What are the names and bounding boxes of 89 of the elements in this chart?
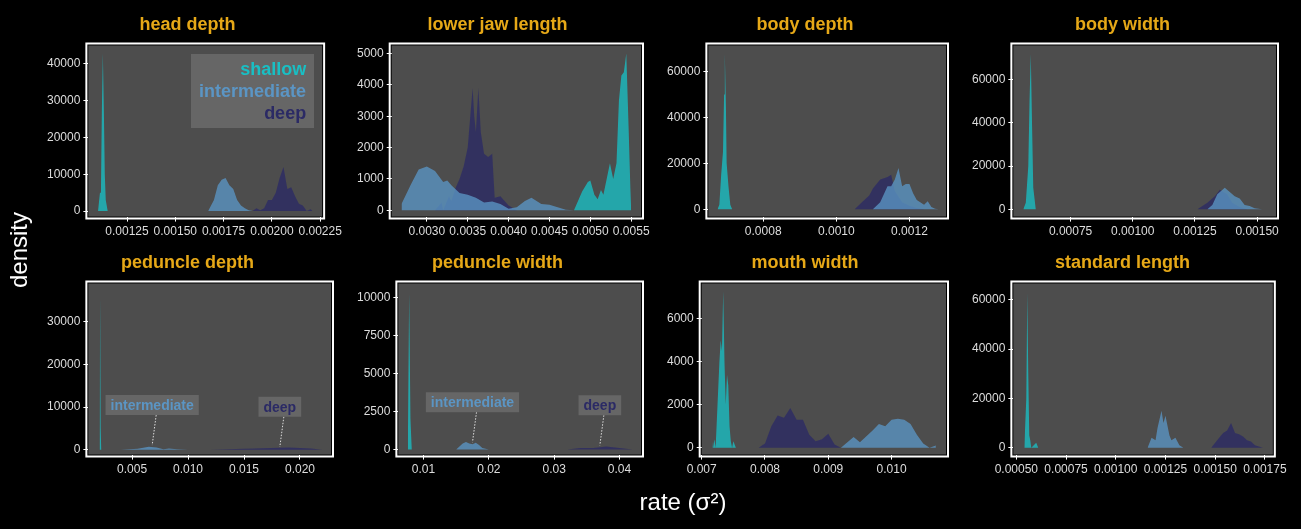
y-tick-label: 5000 [363, 365, 391, 380]
annotation: intermediate [110, 396, 195, 413]
y-tick-label: 0 [998, 201, 1006, 216]
y-tick-label: 0 [73, 203, 81, 218]
y-tick-label: 2500 [363, 403, 391, 418]
x-tick-label: 0.00200 [250, 224, 294, 239]
x-tick-label: 0.0045 [531, 224, 569, 239]
x-tick-label: 0.00050 [994, 462, 1039, 477]
x-tick-label: 0.0010 [817, 224, 855, 239]
y-tick-label: 20000 [666, 155, 701, 170]
x-tick-label: 0.0035 [449, 224, 487, 239]
y-tick-label: 4000 [666, 354, 695, 369]
x-tick-label: 0.00150 [1235, 224, 1280, 239]
y-tick-label: 0 [73, 441, 81, 456]
x-tick-label: 0.0012 [891, 224, 929, 239]
x-tick-label: 0.008 [749, 462, 781, 477]
x-tick-label: 0.00075 [1048, 224, 1093, 239]
y-tick-label: 20000 [971, 390, 1006, 405]
x-tick-label: 0.020 [284, 462, 316, 477]
annotation: deep [263, 398, 297, 415]
y-tick-label: 3000 [356, 108, 385, 123]
x-tick-label: 0.00150 [153, 224, 198, 239]
y-tick-label: 5000 [356, 45, 385, 60]
chart-title: body width [1075, 13, 1170, 34]
y-tick-label: 6000 [666, 311, 695, 326]
x-tick-label: 0.0040 [490, 224, 528, 239]
x-tick-label: 0.0030 [408, 224, 446, 239]
x-tick-label: 0.00125 [1173, 224, 1217, 239]
y-tick-label: 20000 [46, 129, 81, 144]
x-tick-label: 0.03 [542, 462, 567, 477]
x-tick-label: 0.00150 [1193, 462, 1238, 477]
y-tick-label: 20000 [46, 356, 81, 371]
x-tick-label: 0.01 [411, 462, 436, 477]
y-tick-label: 30000 [46, 93, 81, 108]
x-tick-label: 0.02 [477, 462, 501, 477]
y-tick-label: 10000 [356, 289, 391, 304]
chart-title: body depth [756, 13, 854, 34]
x-tick-label: 0.009 [813, 462, 844, 477]
y-tick-label: 0 [383, 441, 391, 456]
text: deep [263, 101, 307, 124]
y-tick-label: 40000 [971, 115, 1006, 130]
x-tick-label: 0.010 [173, 462, 204, 477]
x-tick-label: 0.015 [228, 462, 260, 477]
text: intermediate [199, 79, 307, 102]
y-tick-label: 0 [377, 202, 385, 217]
x-tick-label: 0.0008 [744, 224, 782, 239]
y-tick-label: 1000 [356, 171, 385, 186]
y-tick-label: 4000 [356, 77, 385, 92]
x-tick-label: 0.00100 [1111, 224, 1155, 239]
y-tick-label: 60000 [971, 71, 1006, 86]
x-axis-title: rate (σ²) [639, 488, 727, 516]
y-tick-label: 10000 [46, 399, 81, 414]
chart-title: peduncle depth [120, 251, 255, 272]
y-tick-label: 20000 [971, 158, 1006, 173]
x-tick-label: 0.0055 [612, 224, 650, 239]
y-tick-label: 2000 [356, 139, 385, 154]
x-tick-label: 0.007 [686, 462, 718, 477]
chart-title: standard length [1054, 251, 1191, 272]
y-tick-label: 40000 [46, 56, 81, 71]
x-tick-label: 0.00075 [1044, 462, 1089, 477]
y-tick-label: 2000 [666, 397, 695, 412]
chart-title: lower jaw length [427, 13, 568, 34]
x-tick-label: 0.04 [607, 462, 632, 477]
x-tick-label: 0.005 [117, 462, 148, 477]
y-tick-label: 40000 [666, 109, 701, 124]
x-tick-label: 0.010 [876, 462, 907, 477]
y-tick-label: 60000 [971, 292, 1006, 307]
chart-title: peduncle width [431, 251, 564, 272]
text: shallow [239, 57, 307, 80]
annotation: intermediate [430, 394, 515, 411]
chart-title: mouth width [751, 251, 859, 272]
y-tick-label: 40000 [971, 341, 1006, 356]
x-tick-label: 0.00225 [298, 224, 343, 239]
x-tick-label: 0.00100 [1094, 462, 1138, 477]
y-tick-label: 0 [998, 440, 1006, 455]
x-tick-label: 0.00125 [1143, 462, 1188, 477]
y-tick-label: 30000 [46, 314, 81, 329]
annotation: deep [583, 397, 617, 414]
x-tick-label: 0.00125 [105, 224, 150, 239]
y-tick-label: 7500 [363, 327, 391, 342]
y-tick-label: 0 [693, 201, 701, 216]
chart-title: head depth [139, 13, 236, 34]
y-tick-label: 60000 [666, 63, 701, 78]
x-tick-label: 0.0050 [571, 224, 609, 239]
x-tick-label: 0.00175 [201, 224, 246, 239]
y-axis-title: density [5, 211, 34, 289]
y-tick-label: 0 [687, 440, 695, 455]
y-tick-label: 10000 [46, 166, 81, 181]
x-tick-label: 0.00175 [1243, 462, 1287, 477]
